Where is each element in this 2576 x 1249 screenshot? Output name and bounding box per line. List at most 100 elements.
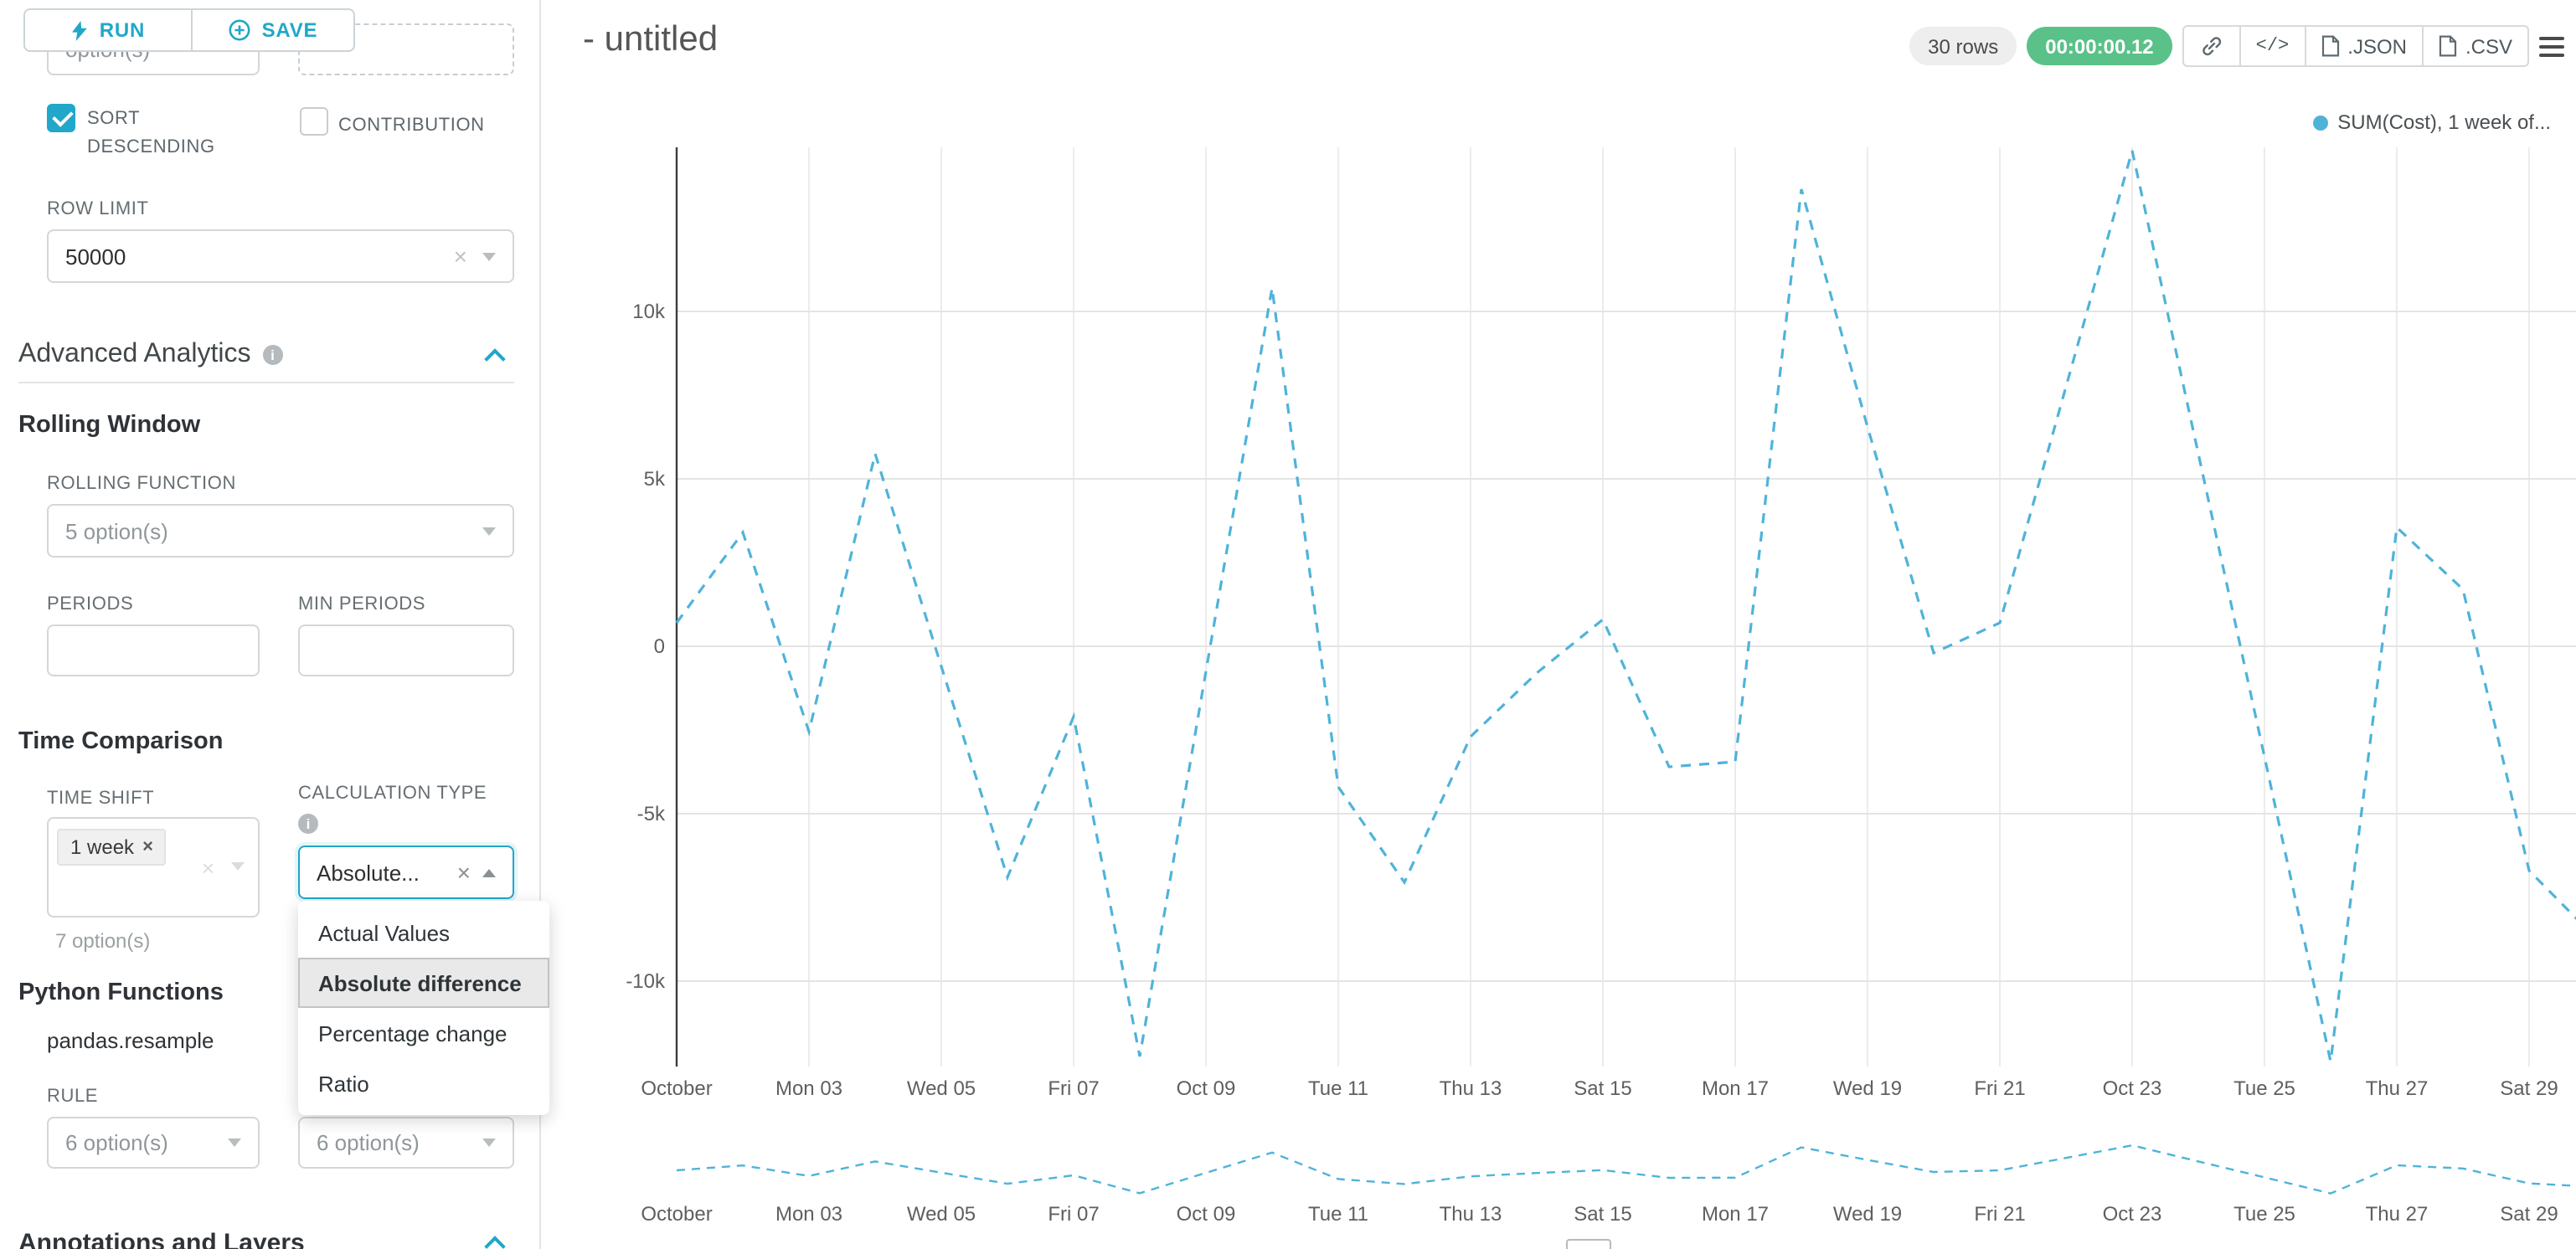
copy-link-button[interactable]: [2182, 25, 2241, 67]
mini-x-axis-label: Wed 19: [1833, 1203, 1902, 1226]
timeseries-chart: October Mon 03 Wed 05 Fri 07 Oct 09 Tue 11 Thu…: [626, 147, 2576, 1226]
rolling-function-placeholder: 5 option(s): [65, 518, 168, 543]
legend-item[interactable]: SUM(Cost), 1 week of...: [2312, 111, 2551, 134]
x-axis-label: Mon 03: [775, 1077, 842, 1100]
export-csv-label: .CSV: [2465, 34, 2512, 58]
export-csv-button[interactable]: .CSV: [2421, 25, 2529, 67]
dropdown-option[interactable]: Percentage change: [318, 1020, 507, 1046]
series-line: [675, 150, 2576, 1062]
info-icon[interactable]: i: [262, 345, 283, 365]
plus-circle-icon: [229, 19, 251, 41]
embed-code-button[interactable]: </>: [2239, 25, 2306, 67]
chevron-down-icon[interactable]: [482, 527, 496, 535]
collapse-chevron-up-icon[interactable]: [484, 1236, 506, 1249]
chart-series: [675, 150, 2576, 1062]
rule-select-left[interactable]: 6 option(s): [47, 1117, 260, 1169]
code-icon: </>: [2255, 36, 2290, 56]
link-icon: [2202, 37, 2221, 56]
chart-grid: [676, 147, 2576, 1067]
calculation-type-dropdown-menu: Actual Values Absolute difference Percenta…: [298, 901, 549, 1115]
time-comparison-title: Time Comparison: [18, 728, 224, 755]
mini-preview-chart: October Mon 03 Wed 05 Fri 07 Oct 09 Tue 11 Thu…: [641, 1144, 2576, 1226]
run-button-label: RUN: [99, 18, 146, 42]
x-axis-label: Thu 27: [2366, 1077, 2429, 1100]
export-json-label: .JSON: [2347, 34, 2407, 58]
info-icon[interactable]: i: [298, 814, 318, 834]
mini-x-axis-label: Tue 11: [1308, 1203, 1368, 1226]
x-axis-label: Oct 23: [2103, 1077, 2162, 1100]
x-axis-label: Sat 29: [2500, 1077, 2558, 1100]
file-icon: [2439, 35, 2457, 57]
x-axis-label: Fri 07: [1048, 1077, 1099, 1100]
sort-descending-checkbox[interactable]: [47, 104, 75, 132]
dropdown-option[interactable]: Absolute difference: [298, 958, 549, 1008]
y-axis-label: 5k: [644, 468, 666, 491]
x-axis-label: Tue 25: [2233, 1077, 2295, 1100]
row-limit-value: 50000: [65, 244, 126, 269]
file-icon: [2321, 35, 2339, 57]
rolling-function-select[interactable]: 5 option(s): [47, 504, 514, 558]
mini-x-axis-label: Mon 03: [775, 1203, 842, 1226]
x-axis-label: Thu 13: [1440, 1077, 1502, 1100]
chart-panel: - untitled 30 rows 00:00:00.12 </> .JSON…: [541, 0, 2576, 1249]
collapse-chevron-up-icon[interactable]: [484, 348, 506, 370]
mini-x-axis-label: Thu 27: [2366, 1203, 2429, 1226]
chevron-down-icon[interactable]: [482, 1138, 496, 1147]
lightning-bolt-icon: [72, 20, 88, 40]
calculation-type-label: CALCULATION TYPE: [298, 784, 487, 804]
min-periods-input[interactable]: [298, 624, 514, 676]
chart-axes: October Mon 03 Wed 05 Fri 07 Oct 09 Tue 11 Thu…: [626, 147, 2558, 1100]
contribution-label: CONTRIBUTION: [338, 116, 485, 136]
mini-x-axis-label: Wed 05: [907, 1203, 976, 1226]
mini-series-line: [676, 1144, 2576, 1195]
chevron-up-icon[interactable]: [482, 868, 496, 876]
run-button[interactable]: RUN: [23, 8, 193, 52]
mini-x-axis-label: October: [641, 1203, 712, 1226]
mini-x-axis-label: Tue 25: [2233, 1203, 2295, 1226]
clear-icon[interactable]: ×: [201, 856, 214, 881]
chevron-down-icon[interactable]: [231, 862, 245, 871]
chevron-down-icon[interactable]: [228, 1138, 241, 1147]
query-timer-badge: 00:00:00.12: [2027, 27, 2172, 65]
legend-dot: [2312, 115, 2328, 130]
chevron-down-icon[interactable]: [482, 252, 496, 260]
contribution-checkbox[interactable]: [300, 107, 328, 136]
x-axis-label: Tue 11: [1308, 1077, 1368, 1100]
time-shift-tag: 1 week ×: [57, 829, 167, 866]
tag-remove-icon[interactable]: ×: [142, 837, 153, 857]
y-axis-label: 0: [654, 635, 665, 658]
time-shift-tag-label: 1 week: [70, 835, 135, 859]
x-axis-label: Wed 05: [907, 1077, 976, 1100]
row-limit-select[interactable]: 50000 ×: [47, 229, 514, 283]
export-json-button[interactable]: .JSON: [2304, 25, 2424, 67]
periods-input[interactable]: [47, 624, 260, 676]
clear-icon[interactable]: ×: [456, 859, 471, 886]
save-button-label: SAVE: [261, 18, 318, 42]
mini-x-axis-label: Sat 29: [2500, 1203, 2558, 1226]
control-panel-sidebar: option(s) RUN SAVE SORT DESCENDING CONTR…: [0, 0, 549, 1249]
advanced-analytics-header[interactable]: Advanced Analytics i: [18, 340, 283, 370]
chart-zoom-handle[interactable]: [1566, 1239, 1611, 1249]
export-button-group: </> .JSON .CSV: [2182, 25, 2529, 67]
time-shift-multiselect[interactable]: 1 week × ×: [47, 817, 260, 917]
rolling-window-title: Rolling Window: [18, 412, 201, 439]
time-shift-helper-text: 7 option(s): [55, 929, 151, 953]
calculation-type-select[interactable]: Absolute... ×: [298, 846, 514, 899]
clear-icon[interactable]: ×: [453, 243, 467, 270]
x-axis-label: Sat 15: [1574, 1077, 1631, 1100]
mini-x-axis-label: Sat 15: [1574, 1203, 1631, 1226]
x-axis-label: Mon 17: [1702, 1077, 1769, 1100]
legend-label: SUM(Cost), 1 week of...: [2337, 111, 2551, 134]
python-functions-title: Python Functions: [18, 979, 224, 1006]
x-axis-label: Fri 21: [1974, 1077, 2025, 1100]
rule-select-right[interactable]: 6 option(s): [298, 1117, 514, 1169]
dropdown-option[interactable]: Ratio: [318, 1071, 369, 1096]
dropdown-option[interactable]: Actual Values: [318, 920, 451, 945]
periods-label: PERIODS: [47, 594, 134, 614]
save-button[interactable]: SAVE: [191, 8, 355, 52]
advanced-analytics-title: Advanced Analytics: [18, 340, 251, 368]
y-axis-label: 10k: [632, 301, 666, 323]
menu-hamburger-icon[interactable]: [2539, 33, 2564, 59]
annotations-layers-title: Annotations and Layers: [18, 1229, 305, 1249]
